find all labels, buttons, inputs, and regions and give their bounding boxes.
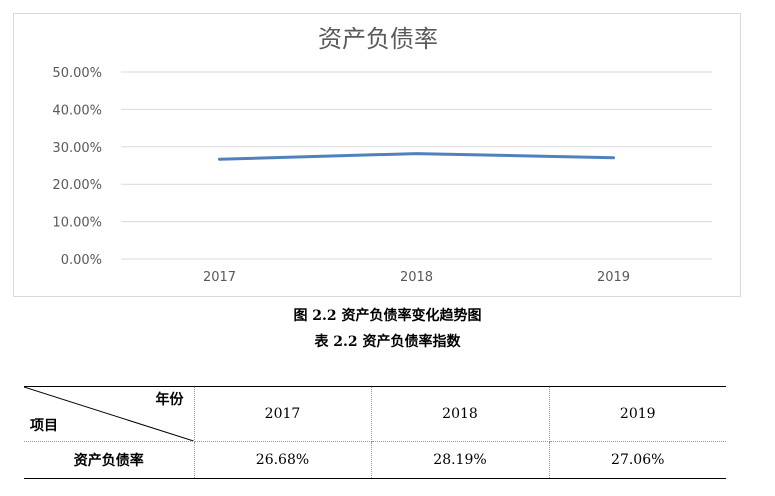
series-line — [218, 152, 615, 161]
corner-cell: 年份 项目 — [24, 386, 195, 442]
figure-caption: 图 2.2 资产负债率变化趋势图 — [293, 308, 482, 324]
chart-area: 资产负债率 0.00% 10.00% 20.00% 30.00% 40.00% 50.00… — [13, 13, 741, 297]
y-tick-label: 50.00% — [52, 66, 102, 81]
table-caption: 表 2.2 资产负债率指数 — [314, 334, 461, 350]
x-tick-label: 2019 — [597, 270, 630, 285]
line-chart: 资产负债率 0.00% 10.00% 20.00% 30.00% 40.00% 50.00… — [52, 25, 712, 285]
row-label: 资产负债率 — [24, 441, 195, 479]
table-header-row: 年份 项目 2017 2018 2019 — [24, 386, 726, 442]
corner-label-item: 项目 — [30, 418, 58, 434]
header-cell-year: 2018 — [370, 386, 550, 442]
data-table: 年份 项目 2017 2018 2019 资产负债率 26.68% 28.19%… — [24, 386, 726, 479]
diagonal-divider — [24, 387, 194, 441]
y-tick-label: 20.00% — [52, 178, 102, 193]
y-tick-label: 0.00% — [61, 253, 102, 268]
y-tick-label: 30.00% — [52, 141, 102, 156]
y-tick-label: 10.00% — [52, 216, 102, 231]
series-lines — [218, 152, 615, 161]
gridlines — [121, 71, 712, 260]
value-cell: 26.68% — [193, 441, 372, 479]
y-tick-label: 40.00% — [52, 103, 102, 118]
header-cell-year: 2017 — [193, 386, 372, 442]
x-tick-label: 2017 — [203, 270, 236, 285]
x-axis-tick-labels: 2017 2018 2019 — [203, 270, 630, 285]
chart-title: 资产负债率 — [318, 25, 438, 53]
value-cell: 28.19% — [370, 441, 550, 479]
header-cell-year: 2019 — [548, 386, 726, 442]
y-axis-tick-labels: 0.00% 10.00% 20.00% 30.00% 40.00% 50.00% — [52, 66, 102, 268]
corner-label-year: 年份 — [155, 392, 184, 408]
x-tick-label: 2018 — [400, 270, 433, 285]
value-cell: 27.06% — [548, 441, 726, 479]
table-row: 资产负债率 26.68% 28.19% 27.06% — [24, 441, 726, 479]
